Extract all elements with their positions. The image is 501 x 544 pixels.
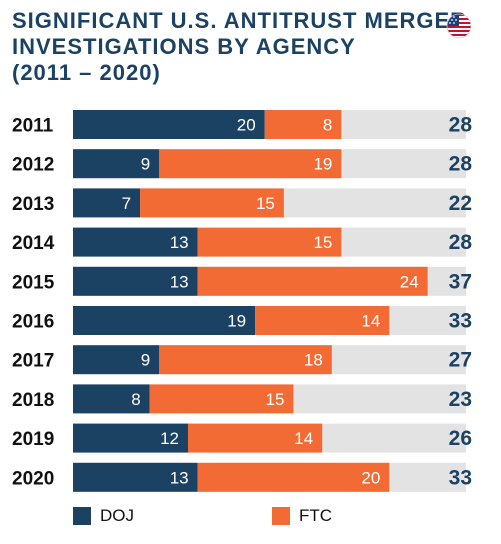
data-label-ftc: 15 bbox=[256, 194, 275, 213]
bar-doj bbox=[73, 384, 150, 414]
category-label: 2014 bbox=[12, 233, 55, 254]
legend-item-doj: DOJ bbox=[73, 506, 134, 526]
bar-doj bbox=[73, 266, 198, 296]
total-label: 22 bbox=[449, 192, 472, 215]
total-label: 37 bbox=[449, 270, 472, 293]
total-label: 26 bbox=[449, 427, 472, 450]
data-label-ftc: 19 bbox=[313, 155, 332, 174]
data-label-doj: 12 bbox=[160, 429, 179, 448]
data-label-ftc: 20 bbox=[361, 468, 380, 487]
bar-ftc bbox=[255, 306, 390, 335]
chart-title-line-2: INVESTIGATIONS BY AGENCY bbox=[12, 34, 356, 59]
total-label: 28 bbox=[449, 231, 473, 254]
chart-title-line-3: (2011 – 2020) bbox=[12, 60, 161, 85]
data-label-doj: 13 bbox=[170, 272, 189, 291]
category-label: 2020 bbox=[12, 468, 54, 489]
data-label-ftc: 14 bbox=[294, 429, 313, 448]
category-label: 2016 bbox=[12, 312, 54, 333]
total-label: 33 bbox=[449, 466, 472, 489]
legend-label-ftc: FTC bbox=[299, 506, 333, 525]
chart-title: SIGNIFICANT U.S. ANTITRUST MERGER INVEST… bbox=[12, 8, 467, 86]
bar-ftc bbox=[264, 110, 342, 139]
category-label: 2013 bbox=[12, 194, 54, 215]
bar-ftc bbox=[197, 227, 342, 257]
bar-doj bbox=[73, 149, 160, 179]
data-label-doj: 13 bbox=[170, 233, 189, 252]
data-label-doj: 20 bbox=[237, 116, 256, 135]
total-label: 27 bbox=[449, 349, 472, 372]
bar-doj bbox=[73, 110, 265, 139]
data-label-ftc: 8 bbox=[323, 116, 332, 135]
bar-doj bbox=[73, 306, 256, 335]
category-label: 2019 bbox=[12, 429, 54, 450]
category-label: 2015 bbox=[12, 272, 55, 293]
data-label-ftc: 14 bbox=[361, 312, 380, 331]
category-label: 2017 bbox=[12, 351, 54, 372]
data-label-doj: 13 bbox=[170, 468, 189, 487]
bar-doj bbox=[73, 423, 189, 453]
us-flag-icon bbox=[446, 13, 472, 39]
chart-legend: DOJ FTC bbox=[73, 506, 501, 530]
bar-doj bbox=[73, 227, 198, 257]
total-label: 33 bbox=[449, 310, 472, 333]
bar-ftc bbox=[197, 266, 428, 296]
data-label-ftc: 15 bbox=[313, 233, 332, 252]
bar-ftc bbox=[149, 384, 294, 414]
bar-ftc bbox=[140, 188, 284, 218]
legend-swatch-ftc bbox=[272, 507, 290, 525]
total-label: 28 bbox=[449, 114, 473, 137]
total-label: 23 bbox=[449, 388, 472, 411]
bar-doj bbox=[73, 462, 198, 492]
chart-title-line-1: SIGNIFICANT U.S. ANTITRUST MERGER bbox=[12, 8, 468, 33]
bar-ftc bbox=[159, 345, 332, 375]
data-label-doj: 19 bbox=[227, 312, 246, 331]
total-label: 28 bbox=[449, 153, 473, 176]
bar-doj bbox=[73, 188, 141, 218]
data-label-doj: 9 bbox=[141, 351, 150, 370]
data-label-ftc: 24 bbox=[400, 272, 419, 291]
data-label-doj: 8 bbox=[131, 390, 140, 409]
data-label-doj: 7 bbox=[122, 194, 131, 213]
bar-ftc bbox=[197, 462, 390, 492]
data-label-ftc: 18 bbox=[304, 351, 323, 370]
bar-ftc bbox=[188, 423, 323, 453]
bar-ftc bbox=[159, 149, 342, 179]
legend-item-ftc: FTC bbox=[272, 506, 332, 526]
category-label: 2011 bbox=[12, 116, 54, 137]
category-label: 2012 bbox=[12, 155, 54, 176]
category-label: 2018 bbox=[12, 390, 54, 411]
bar-doj bbox=[73, 345, 160, 375]
data-label-doj: 9 bbox=[141, 155, 150, 174]
data-label-ftc: 15 bbox=[266, 390, 285, 409]
legend-swatch-doj bbox=[73, 507, 91, 525]
legend-label-doj: DOJ bbox=[100, 506, 134, 525]
